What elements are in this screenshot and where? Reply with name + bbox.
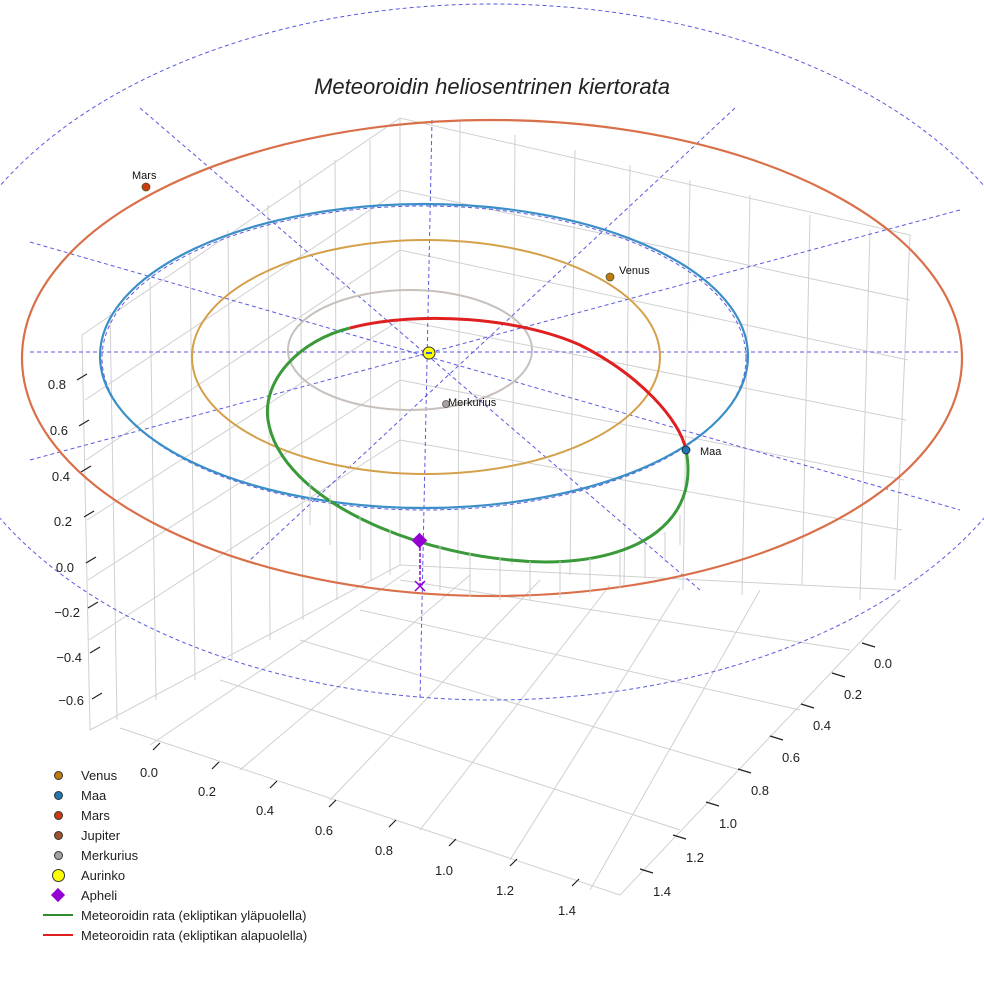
svg-text:−0.6: −0.6: [58, 693, 84, 708]
svg-text:0.6: 0.6: [50, 423, 68, 438]
mercury-marker: [442, 400, 450, 408]
mercury-dot-icon: [53, 850, 63, 860]
aphelion-projection-x-icon: [414, 580, 426, 592]
svg-text:1.4: 1.4: [653, 884, 671, 899]
green-line-icon: [43, 914, 73, 916]
svg-text:0.0: 0.0: [874, 656, 892, 671]
svg-text:Venus: Venus: [619, 265, 650, 277]
legend-item-orbit-above: Meteoroidin rata (ekliptikan yläpuolella…: [40, 905, 307, 925]
venus-orbit: [191, 239, 661, 475]
legend-item-jupiter: Jupiter: [40, 825, 307, 845]
sun-marker: [422, 346, 436, 360]
svg-text:1.2: 1.2: [496, 883, 514, 898]
z-axis-ticks: 0.8 0.6 0.4 0.2 0.0 −0.2 −0.4 −0.6: [48, 377, 84, 708]
venus-dot-icon: [53, 770, 63, 780]
legend: Venus Maa Mars Jupiter Merkurius Aurinko…: [40, 765, 307, 945]
svg-text:1.0: 1.0: [719, 816, 737, 831]
svg-text:0.4: 0.4: [52, 469, 70, 484]
mars-marker: [141, 182, 151, 192]
planet-orbits: [20, 118, 964, 598]
svg-text:1.2: 1.2: [686, 850, 704, 865]
chart-title: Meteoroidin heliosentrinen kiertorata: [314, 74, 670, 99]
svg-text:0.2: 0.2: [844, 687, 862, 702]
jupiter-dot-icon: [53, 830, 63, 840]
svg-text:1.4: 1.4: [558, 903, 576, 918]
venus-marker: [605, 272, 615, 282]
svg-text:0.8: 0.8: [48, 377, 66, 392]
svg-text:1.0: 1.0: [435, 863, 453, 878]
y-axis-ticks: 0.0 0.2 0.4 0.6 0.8 1.0 1.2 1.4: [653, 656, 892, 899]
legend-item-orbit-below: Meteoroidin rata (ekliptikan alapuolella…: [40, 925, 307, 945]
earth-marker: [681, 445, 691, 455]
svg-text:−0.4: −0.4: [56, 650, 82, 665]
svg-text:0.0: 0.0: [56, 560, 74, 575]
svg-text:0.2: 0.2: [198, 784, 216, 799]
svg-text:−0.2: −0.2: [54, 605, 80, 620]
legend-item-merkurius: Merkurius: [40, 845, 307, 865]
axis-ticks: [76, 373, 876, 887]
svg-text:0.4: 0.4: [813, 718, 831, 733]
mercury-orbit: [287, 289, 533, 411]
red-line-icon: [43, 934, 73, 936]
earth-dot-icon: [53, 790, 63, 800]
mars-dot-icon: [53, 810, 63, 820]
legend-item-aurinko: Aurinko: [40, 865, 307, 885]
svg-text:0.6: 0.6: [782, 750, 800, 765]
svg-text:0.4: 0.4: [256, 803, 274, 818]
svg-text:0.8: 0.8: [751, 783, 769, 798]
svg-text:Merkurius: Merkurius: [448, 397, 497, 409]
legend-item-maa: Maa: [40, 785, 307, 805]
svg-text:0.2: 0.2: [54, 514, 72, 529]
earth-orbit: [98, 202, 750, 510]
svg-text:Mars: Mars: [132, 170, 157, 182]
planet-markers: Mars Venus Merkurius Maa: [132, 170, 722, 458]
svg-text:0.8: 0.8: [375, 843, 393, 858]
diamond-icon: [50, 887, 66, 903]
x-axis-ticks: 0.0 0.2 0.4 0.6 0.8 1.0 1.2 1.4: [140, 765, 576, 918]
meteoroid-orbit-below: [349, 316, 688, 451]
legend-item-mars: Mars: [40, 805, 307, 825]
drop-lines: [309, 480, 681, 600]
svg-text:Maa: Maa: [700, 446, 722, 458]
sun-dot-icon: [51, 868, 65, 882]
svg-text:0.0: 0.0: [140, 765, 158, 780]
legend-item-apheli: Apheli: [40, 885, 307, 905]
legend-item-venus: Venus: [40, 765, 307, 785]
svg-text:0.6: 0.6: [315, 823, 333, 838]
mars-orbit: [20, 118, 964, 598]
